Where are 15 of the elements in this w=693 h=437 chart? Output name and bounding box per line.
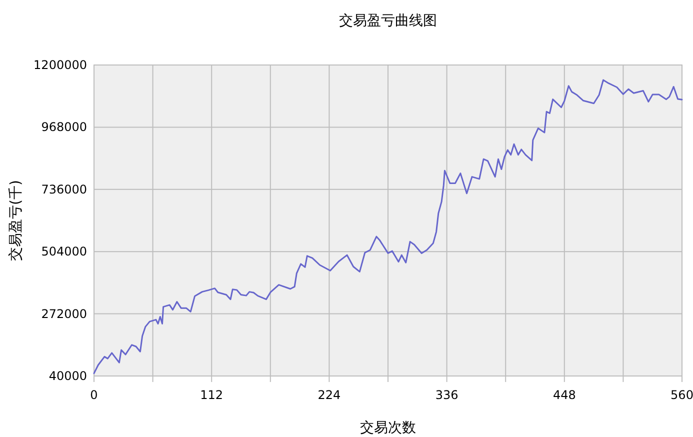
y-tick-label: 272000 (41, 306, 87, 321)
y-tick-label: 504000 (41, 244, 87, 259)
y-tick-label: 40000 (48, 369, 87, 383)
x-tick-label: 112 (200, 388, 224, 402)
y-tick-label: 736000 (41, 182, 87, 196)
title: 交易盈亏曲线图 (339, 13, 437, 29)
y-tick-label: 968000 (41, 120, 87, 134)
x-axis-title: 交易次数 (360, 420, 416, 436)
x-tick-label: 560 (670, 388, 693, 402)
y-axis-title: 交易盈亏(千) (8, 180, 24, 261)
x-tick-label: 0 (90, 388, 98, 402)
x-tick-label: 336 (435, 388, 458, 402)
y-tick-label: 1200000 (34, 58, 87, 72)
x-tick-label: 448 (552, 388, 576, 402)
x-tick-label: 224 (318, 388, 341, 402)
